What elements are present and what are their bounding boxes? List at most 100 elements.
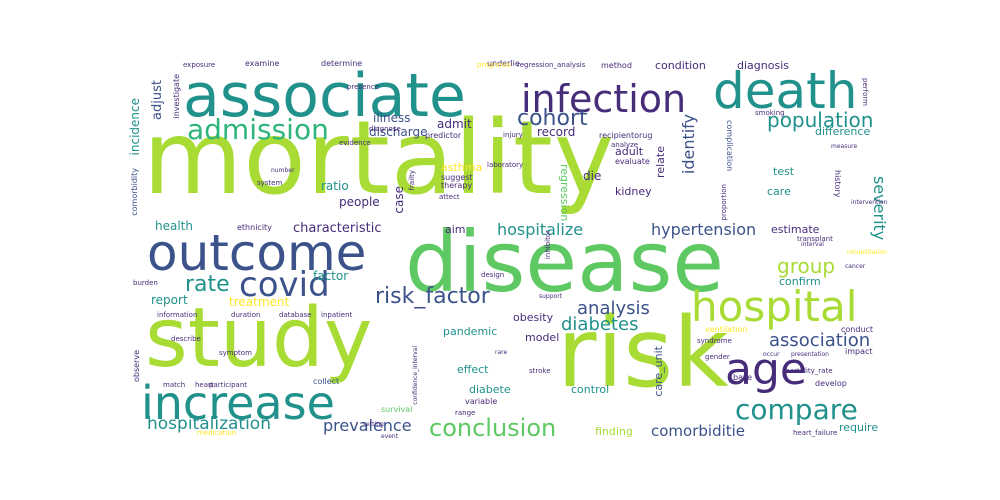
word-finding: finding [595, 425, 633, 438]
word-compare: compare [735, 393, 858, 426]
word-treatment: treatment [229, 295, 290, 309]
word-difference: difference [815, 125, 871, 138]
word-describe: describe [171, 335, 201, 343]
word-observe: observe [132, 350, 141, 383]
word-death: death [713, 62, 858, 120]
word-burden: burden [133, 279, 158, 287]
word-intervention: intervention [851, 199, 888, 206]
word-frailty: frailty [408, 170, 416, 191]
word-variable: variable [465, 397, 498, 406]
word-hospital: hospital [691, 282, 858, 331]
word-hypertension: hypertension [651, 220, 757, 239]
word-characteristic: characteristic [293, 221, 382, 236]
word-confirm: confirm [779, 275, 821, 288]
word-determine: determine [321, 59, 363, 68]
word-examine: examine [245, 59, 280, 68]
word-illness: illness [373, 111, 411, 125]
word-gender: gender [705, 353, 730, 361]
word-diabetes: diabetes [561, 314, 639, 335]
word-presentation: presentation [791, 351, 829, 358]
word-develop: develop [815, 379, 847, 388]
word-rare: rare [495, 349, 508, 356]
word-smoking: smoking [755, 109, 785, 117]
word-record: record [537, 125, 576, 139]
word-base: base [733, 373, 753, 382]
word-ethnicity: ethnicity [237, 223, 272, 232]
word-design: design [481, 271, 505, 279]
word-risk-factor: risk_factor [375, 284, 490, 309]
word-rehabilitation: rehabilitation [847, 249, 887, 256]
word-stroke: stroke [529, 367, 551, 375]
word-investigate: investigate [172, 74, 181, 119]
word-people: people [339, 195, 380, 209]
word-obesity: obesity [513, 311, 554, 324]
word-analysis: analysis [577, 298, 650, 319]
word-diabete: diabete [469, 383, 511, 396]
word-heart: heart [195, 381, 214, 389]
word-underlie: underlie [487, 59, 520, 68]
word-suggest: suggest [441, 173, 473, 182]
word-prevalence: prevalence [323, 416, 412, 435]
word-aim: aim [445, 223, 466, 236]
word-comorbidity: comorbidity [130, 168, 139, 216]
word-disease: disease [405, 213, 725, 311]
word-information: information [157, 311, 198, 319]
word-association: association [769, 330, 871, 351]
word-relate: relate [654, 146, 667, 178]
word-health: health [155, 219, 193, 233]
word-infection: infection [521, 77, 687, 121]
word-predictor: predictor [425, 131, 462, 140]
word-estimate: estimate [771, 223, 820, 236]
word-risk: risk [557, 297, 729, 409]
word-regression-analysis: regression_analysis [517, 61, 586, 69]
word-measure: measure [831, 143, 858, 150]
word-ventilation: ventilation [705, 325, 748, 334]
word-prognosis: prognosis [477, 61, 511, 69]
word-covid: covid [239, 265, 330, 305]
word-asthma: asthma [441, 161, 483, 174]
word-pandemic: pandemic [443, 325, 498, 338]
word-support: support [539, 293, 563, 300]
word-model: model [525, 331, 560, 344]
word-attect: attect [439, 193, 460, 201]
word-confidence-interval: confidence_interval [412, 346, 419, 405]
word-inpatient: inpatient [321, 311, 353, 319]
word-survival: survival [381, 405, 413, 414]
word-report: report [151, 293, 188, 307]
word-care-unit: care_unit [652, 346, 665, 397]
word-therapy: therapy [441, 181, 473, 190]
word-care: care [767, 185, 791, 198]
word-cohort: cohort [517, 106, 588, 131]
word-evidence: evidence [339, 139, 371, 147]
word-occur: occur [763, 351, 780, 358]
word-cloud: mortality disease risk study associate o… [125, 50, 895, 450]
word-method: method [601, 61, 632, 70]
word-interval: interval [801, 241, 824, 248]
word-adult: adult [615, 145, 644, 158]
word-diagnosis: diagnosis [737, 59, 789, 72]
word-system: system [257, 179, 283, 187]
word-injury: injury [503, 131, 523, 139]
word-admission: admission [187, 113, 329, 146]
word-die: die [583, 169, 602, 183]
word-range: range [455, 409, 476, 417]
word-impact: impact [845, 347, 873, 356]
word-diagnose: diagnose [369, 125, 401, 133]
word-database: database [279, 311, 312, 319]
word-rate: rate [185, 272, 230, 297]
word-case: case [392, 186, 406, 214]
word-proportion: proportion [720, 184, 728, 221]
word-age: age [725, 344, 807, 395]
word-require: require [839, 421, 879, 434]
word-analyze: analyze [611, 141, 639, 149]
word-effect: effect [457, 363, 489, 376]
word-history: history [833, 170, 842, 198]
word-kidney: kidney [615, 185, 652, 198]
word-recipientorug: recipientorug [599, 131, 653, 140]
word-laboratory: laboratory [487, 161, 524, 169]
word-test: test [773, 165, 795, 178]
word-admit: admit [437, 117, 472, 131]
word-condition: condition [655, 59, 706, 72]
word-discharge: discharge [369, 125, 428, 139]
word-heart-failure: heart_failure [793, 429, 838, 437]
